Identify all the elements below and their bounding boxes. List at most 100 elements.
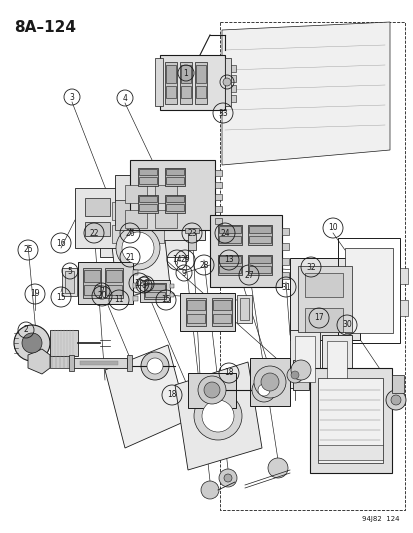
Bar — [166, 196, 183, 202]
Bar — [326, 341, 346, 384]
Circle shape — [252, 378, 275, 402]
Bar — [317, 445, 382, 460]
Bar — [240, 298, 248, 320]
Bar — [75, 188, 147, 248]
Text: 20: 20 — [97, 292, 107, 301]
Circle shape — [390, 395, 400, 405]
Bar — [185, 228, 199, 233]
Text: 7: 7 — [99, 287, 104, 295]
Bar — [72, 358, 127, 368]
Bar — [187, 314, 204, 323]
Text: 15: 15 — [161, 295, 171, 304]
Circle shape — [14, 325, 50, 361]
Bar — [230, 85, 235, 92]
Text: 4: 4 — [122, 93, 127, 102]
Bar — [214, 194, 221, 200]
Bar — [154, 185, 177, 203]
Bar — [142, 225, 164, 243]
Circle shape — [254, 366, 285, 398]
Bar — [166, 204, 183, 211]
Bar — [133, 270, 138, 275]
Bar — [145, 292, 165, 297]
Bar — [127, 355, 132, 371]
Bar — [337, 238, 399, 343]
Text: 28: 28 — [199, 261, 208, 270]
Bar — [125, 210, 147, 228]
Bar — [195, 86, 206, 98]
Text: 21: 21 — [125, 253, 134, 262]
Bar — [85, 222, 110, 236]
Text: 29: 29 — [180, 255, 189, 264]
Circle shape — [122, 232, 154, 264]
Circle shape — [257, 384, 269, 396]
Text: 16: 16 — [56, 238, 66, 247]
Text: 10: 10 — [328, 223, 337, 232]
Bar — [249, 358, 289, 406]
Bar — [214, 218, 221, 224]
Circle shape — [201, 481, 218, 499]
Polygon shape — [175, 362, 261, 470]
Bar — [321, 335, 351, 390]
Circle shape — [194, 392, 242, 440]
Bar — [115, 175, 204, 240]
Text: 27: 27 — [244, 271, 253, 279]
Bar — [236, 295, 252, 323]
Circle shape — [147, 358, 163, 374]
Bar — [214, 206, 221, 212]
Circle shape — [116, 226, 159, 270]
Text: 6: 6 — [143, 279, 148, 288]
Bar — [218, 266, 240, 273]
Bar — [218, 256, 240, 263]
Circle shape — [290, 360, 310, 380]
Bar — [133, 283, 138, 288]
Bar — [281, 243, 288, 250]
Bar — [248, 236, 271, 243]
Circle shape — [267, 458, 287, 478]
Text: 8A–124: 8A–124 — [14, 20, 76, 35]
Bar — [106, 270, 122, 282]
Circle shape — [202, 400, 233, 432]
Bar — [304, 308, 342, 332]
Circle shape — [223, 474, 231, 482]
Bar — [289, 258, 359, 340]
Text: 9: 9 — [181, 269, 186, 278]
Bar — [154, 58, 163, 106]
Text: 15: 15 — [56, 293, 66, 302]
Circle shape — [204, 382, 219, 398]
Bar — [294, 336, 314, 382]
Bar — [166, 86, 176, 98]
Bar — [209, 215, 281, 287]
Bar — [391, 375, 403, 393]
Bar — [218, 225, 242, 245]
Bar — [344, 248, 392, 333]
Circle shape — [260, 373, 278, 391]
Bar — [218, 255, 242, 275]
Circle shape — [218, 469, 236, 487]
Bar — [248, 266, 271, 273]
Text: 3: 3 — [69, 93, 74, 101]
Bar — [140, 280, 170, 302]
Bar — [112, 202, 134, 220]
Bar — [170, 293, 173, 297]
Bar — [85, 198, 110, 216]
Text: 25: 25 — [23, 246, 33, 254]
Bar — [317, 378, 382, 463]
Bar — [139, 196, 157, 202]
Bar — [230, 95, 235, 102]
Circle shape — [22, 333, 42, 353]
Circle shape — [286, 367, 302, 383]
Bar — [185, 298, 206, 326]
Circle shape — [141, 352, 169, 380]
Text: 13: 13 — [224, 255, 233, 264]
Bar — [304, 273, 342, 297]
Bar — [115, 200, 137, 230]
Text: 1: 1 — [183, 69, 188, 77]
Bar — [78, 262, 133, 304]
Bar — [247, 225, 271, 245]
Circle shape — [223, 78, 230, 86]
Polygon shape — [105, 345, 188, 448]
Text: 22: 22 — [89, 229, 99, 238]
Bar — [100, 192, 188, 257]
Bar — [159, 55, 224, 110]
Bar — [230, 65, 235, 72]
